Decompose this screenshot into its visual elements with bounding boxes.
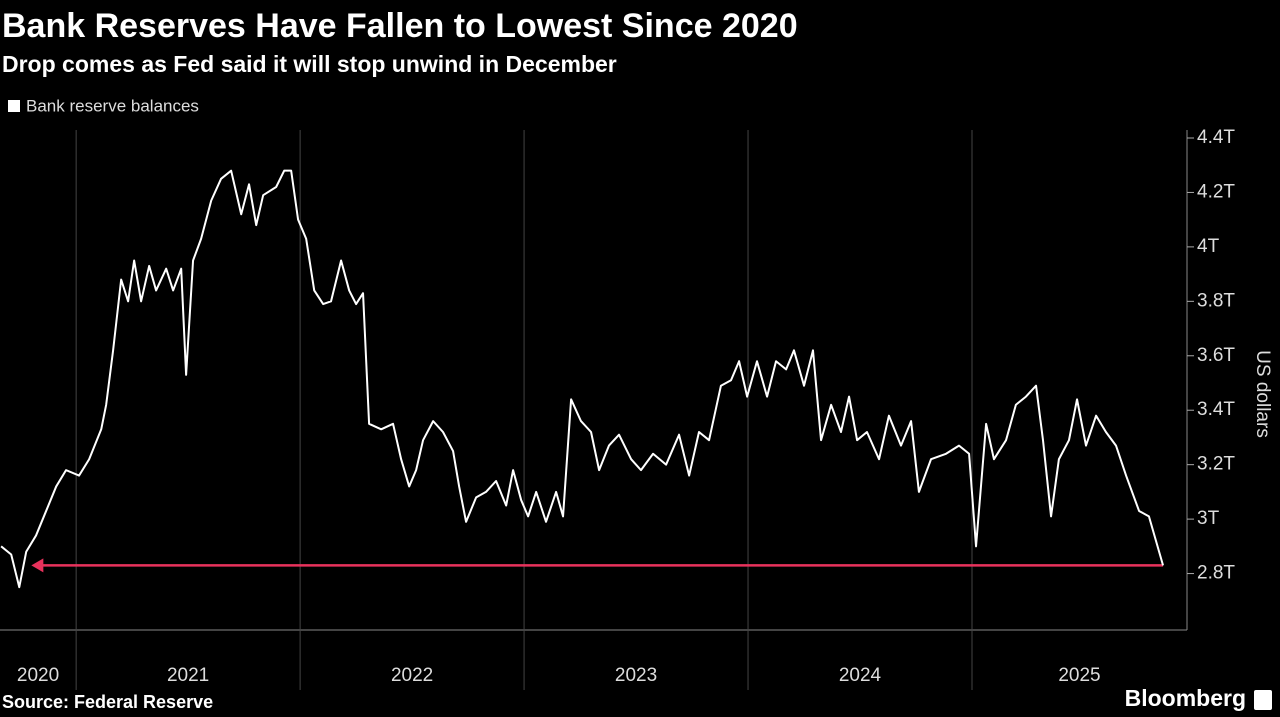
- x-tick-label: 2023: [615, 665, 657, 686]
- y-axis-label: US dollars: [1252, 350, 1273, 438]
- y-tick-label: 2.8T: [1197, 563, 1235, 584]
- data-line: [0, 169, 1165, 589]
- y-tick-label: 4.2T: [1197, 181, 1235, 202]
- arrow-head: [31, 558, 44, 573]
- y-tick-label: 3.2T: [1197, 454, 1235, 475]
- brand: Bloomberg: [1125, 685, 1246, 711]
- y-tick-label: 3.8T: [1197, 290, 1235, 311]
- x-tick-label: 2020: [17, 665, 59, 686]
- x-tick-label: 2024: [839, 665, 882, 686]
- brand-icon: [1254, 690, 1272, 710]
- y-tick-label: 3.6T: [1197, 345, 1235, 366]
- source: Source: Federal Reserve: [2, 692, 213, 712]
- x-tick-label: 2021: [167, 665, 209, 686]
- chart-title: Bank Reserves Have Fallen to Lowest Sinc…: [2, 7, 798, 45]
- y-tick-label: 4T: [1197, 236, 1220, 257]
- y-tick-label: 3.4T: [1197, 399, 1235, 420]
- x-tick-label: 2025: [1058, 665, 1100, 686]
- y-tick-label: 3T: [1197, 508, 1220, 529]
- chart-subtitle: Drop comes as Fed said it will stop unwi…: [2, 51, 617, 77]
- x-tick-label: 2022: [391, 665, 433, 686]
- legend-swatch: [8, 100, 20, 112]
- legend-label: Bank reserve balances: [26, 96, 199, 115]
- y-tick-label: 4.4T: [1197, 127, 1235, 148]
